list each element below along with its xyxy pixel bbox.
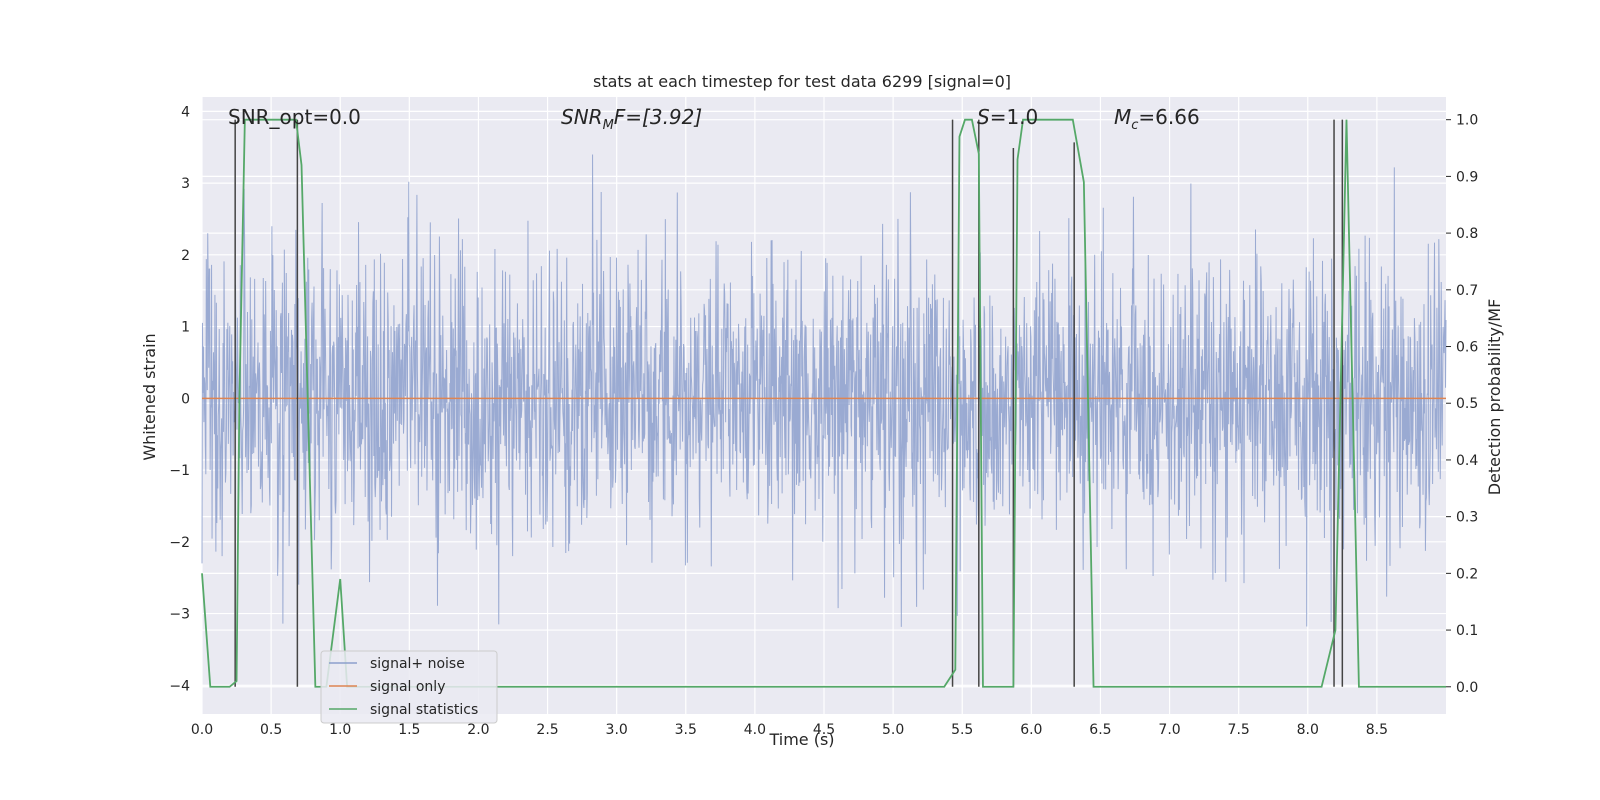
y-right-tick-label: 0.7 (1456, 283, 1478, 299)
x-tick-label: 7.0 (1158, 722, 1180, 738)
y-axis-right-ticks: 1.0 0.9 0.8 0.7 0.6 0.5 0.4 0.3 0.2 0.1 0.0 (1446, 113, 1478, 696)
y-axis-label: Whitened strain (140, 333, 159, 460)
chart-title: stats at each timestep for test data 629… (593, 72, 1011, 91)
y-tick-label: 3 (181, 176, 190, 192)
x-tick-label: 8.5 (1366, 722, 1388, 738)
series-signal-statistics (201, 118, 1446, 688)
mc-sub: c (1131, 118, 1138, 133)
signal-statistics-line (201, 118, 1446, 688)
y-tick-label: 2 (181, 248, 190, 264)
y-right-tick-label: 0.3 (1456, 510, 1478, 526)
x-tick-label: 3.0 (606, 722, 628, 738)
x-tick-label: 5.5 (951, 722, 973, 738)
legend-box (320, 650, 498, 724)
legend-label-signal-only: signal only (370, 679, 445, 695)
annotation-snr-opt: SNR_opt=0.0 (228, 105, 361, 129)
x-tick-label: 2.0 (467, 722, 489, 738)
x-tick-label: 1.5 (398, 722, 420, 738)
y-tick-label: −3 (169, 607, 190, 623)
x-tick-label: 2.5 (536, 722, 558, 738)
s-value: =1.0 (990, 105, 1039, 129)
y-right-tick-label: 0.9 (1456, 169, 1478, 185)
vertical-markers (234, 119, 1344, 687)
y-tick-label: 1 (181, 320, 190, 336)
x-tick-label: 6.5 (1089, 722, 1111, 738)
x-axis-ticks: 0.0 0.5 1.0 1.5 2.0 2.5 3.0 3.5 4.0 4.5 5.0 5.5 6.0 6… (191, 722, 1388, 738)
y-axis-ticks: 4 3 2 1 0 −1 −2 −3 −4 (169, 104, 190, 694)
y-axis-right-label: Detection probability/MF (1485, 299, 1504, 496)
x-tick-label: 6.0 (1020, 722, 1042, 738)
y-right-tick-label: 0.8 (1456, 226, 1478, 242)
x-tick-label: 4.5 (813, 722, 835, 738)
y-right-tick-label: 0.6 (1456, 340, 1478, 356)
y-tick-label: −1 (169, 463, 190, 479)
mc-value: =6.66 (1138, 105, 1199, 129)
y-right-tick-label: 0.4 (1456, 453, 1478, 469)
legend-label-signal-statistics: signal statistics (370, 702, 478, 718)
s-label: S (977, 105, 990, 129)
x-tick-label: 0.5 (260, 722, 282, 738)
annotation-snr-mf: SNRMF=[3.92] (561, 105, 702, 133)
y-right-tick-label: 1.0 (1456, 113, 1478, 129)
y-tick-label: −2 (169, 535, 190, 551)
y-tick-label: 0 (181, 391, 190, 407)
y-right-tick-label: 0.2 (1456, 566, 1478, 582)
series-signal-noise (201, 154, 1447, 627)
annotation-mc: Mc=6.66 (1114, 105, 1200, 133)
y-right-tick-label: 0.1 (1456, 623, 1478, 639)
x-tick-label: 1.0 (329, 722, 351, 738)
legend-label-signal-noise: signal+ noise (370, 656, 465, 672)
x-tick-label: 4.0 (744, 722, 766, 738)
legend: signal+ noise signal only signal statist… (320, 650, 498, 724)
x-tick-label: 3.5 (675, 722, 697, 738)
y-tick-label: −4 (169, 678, 190, 694)
signal-noise-line (201, 154, 1447, 627)
x-axis-label: Time (s) (768, 730, 834, 749)
y-tick-label: 4 (181, 104, 190, 120)
snr-mf-sub: M (603, 118, 614, 133)
x-tick-label: 7.5 (1228, 722, 1250, 738)
x-tick-label: 5.0 (882, 722, 904, 738)
snr-mf-prefix: SNR (561, 105, 603, 129)
y-right-tick-label: 0.5 (1456, 396, 1478, 412)
annotation-s: S=1.0 (977, 105, 1038, 129)
x-tick-label: 0.0 (191, 722, 213, 738)
y-right-tick-label: 0.0 (1456, 680, 1478, 696)
snr-mf-suffix: F=[3.92] (614, 105, 702, 129)
mc-main: M (1114, 105, 1131, 129)
x-tick-label: 8.0 (1297, 722, 1319, 738)
